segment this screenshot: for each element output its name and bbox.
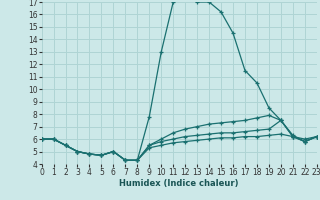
- X-axis label: Humidex (Indice chaleur): Humidex (Indice chaleur): [119, 179, 239, 188]
